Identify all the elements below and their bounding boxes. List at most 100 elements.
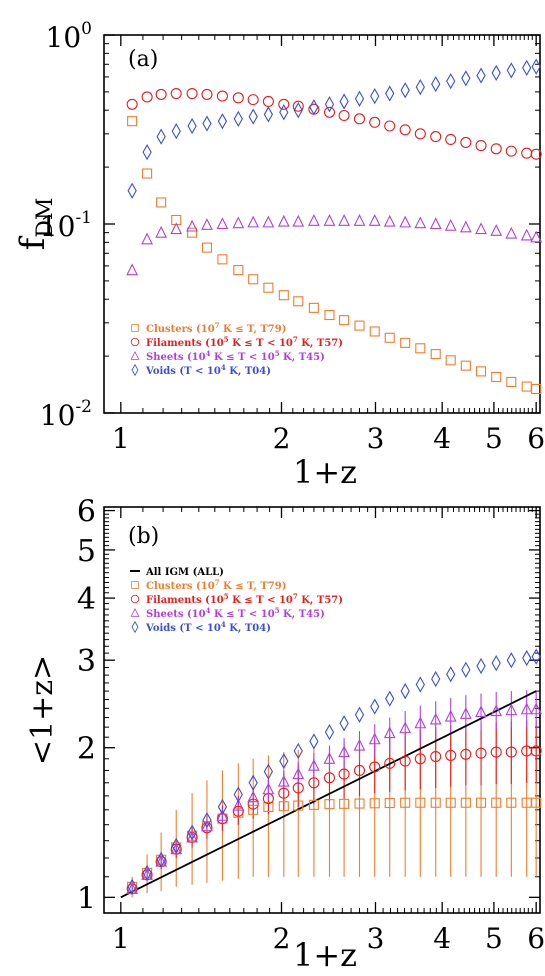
clusters-point bbox=[521, 381, 532, 392]
voids-point bbox=[506, 652, 516, 669]
clusters-point bbox=[384, 332, 395, 343]
filaments-point bbox=[399, 124, 411, 136]
voids-point bbox=[385, 690, 395, 707]
y-tick-label: 100 bbox=[46, 19, 92, 54]
filaments-point bbox=[247, 94, 259, 106]
sheets-point bbox=[530, 702, 543, 715]
clusters-point bbox=[400, 797, 411, 808]
sheets-point bbox=[459, 220, 472, 233]
sheets-point bbox=[323, 214, 336, 226]
filaments-point bbox=[338, 768, 350, 780]
clusters-point bbox=[293, 296, 304, 307]
voids-point bbox=[339, 93, 349, 110]
clusters-point bbox=[475, 366, 487, 377]
sheets-point bbox=[247, 215, 260, 228]
sheets-point bbox=[186, 219, 198, 232]
filaments-point bbox=[201, 822, 213, 834]
voids-point bbox=[187, 824, 197, 841]
filaments-point bbox=[186, 88, 198, 100]
sheets-point bbox=[490, 704, 503, 717]
legend-sheets-marker bbox=[130, 607, 140, 617]
sheets-point bbox=[232, 798, 245, 811]
filaments-point bbox=[369, 761, 381, 773]
sheets-point bbox=[353, 214, 366, 226]
filaments-point bbox=[445, 749, 457, 761]
clusters-point bbox=[475, 797, 487, 808]
clusters-point bbox=[384, 797, 395, 809]
clusters-point bbox=[400, 337, 411, 348]
voids-point bbox=[324, 96, 335, 113]
filaments-point bbox=[141, 91, 153, 103]
y-tick-label: 5 bbox=[77, 534, 96, 569]
filaments-point bbox=[414, 753, 426, 765]
clusters-point bbox=[263, 801, 274, 813]
clusters-point bbox=[324, 309, 335, 321]
x-tick-label: 6 bbox=[527, 422, 545, 455]
voids-point bbox=[309, 99, 319, 116]
clusters-point bbox=[491, 797, 502, 808]
clusters-point bbox=[201, 242, 213, 253]
voids-point bbox=[293, 742, 303, 760]
filaments-point bbox=[262, 95, 274, 108]
sheets-point bbox=[399, 721, 412, 734]
filaments-point bbox=[384, 757, 396, 769]
voids-point bbox=[279, 104, 289, 121]
clusters-point bbox=[263, 282, 274, 293]
sheets-point bbox=[308, 214, 320, 226]
sheets-point bbox=[429, 217, 442, 230]
voids-point bbox=[491, 654, 501, 672]
panel-b-x-axis-label: 1+z bbox=[293, 936, 357, 974]
legend-filaments-label: Filaments (105 K ≤ T < 107 K, T57) bbox=[146, 592, 343, 607]
clusters-point bbox=[430, 349, 441, 360]
filaments-point bbox=[505, 746, 517, 758]
voids-point bbox=[400, 82, 410, 99]
filaments-point bbox=[521, 147, 533, 159]
clusters-point bbox=[324, 799, 335, 810]
voids-point bbox=[233, 110, 243, 127]
sheets-point bbox=[429, 712, 442, 725]
voids-point bbox=[461, 70, 471, 87]
voids-point bbox=[461, 661, 471, 678]
x-tick-label: 2 bbox=[273, 922, 291, 955]
voids-point bbox=[415, 676, 425, 693]
voids-point bbox=[370, 87, 380, 105]
filaments-point bbox=[414, 128, 426, 140]
sheets-point bbox=[262, 215, 275, 228]
clusters-point bbox=[233, 265, 244, 276]
filaments-point bbox=[430, 750, 442, 763]
voids-point bbox=[506, 62, 516, 79]
legend-voids-marker bbox=[131, 620, 139, 634]
sheets-point bbox=[414, 216, 427, 229]
clusters-point bbox=[187, 227, 198, 238]
sheets-point bbox=[530, 230, 543, 243]
y-tick-label: 10-1 bbox=[40, 208, 92, 243]
filaments-point bbox=[530, 745, 542, 757]
filaments-point bbox=[530, 148, 542, 160]
voids-point bbox=[522, 59, 532, 76]
legend-sheets-label: Sheets (104 K ≤ T < 105 K, T45) bbox=[146, 349, 325, 364]
filaments-point bbox=[278, 787, 290, 799]
clusters-point bbox=[445, 355, 456, 366]
panel-a: (a) 1 2 3 4 5 6 10-2 10-1 100 Clusters (107 K ≤ … bbox=[13, 19, 545, 491]
sheets-point bbox=[216, 217, 229, 230]
filaments-point bbox=[460, 136, 472, 149]
sheets-point bbox=[368, 732, 381, 745]
legend-all-igm-label: All IGM (ALL) bbox=[145, 567, 224, 578]
voids-point bbox=[279, 752, 289, 770]
sheets-point bbox=[292, 214, 305, 227]
clusters-point bbox=[415, 343, 426, 354]
sheets-point bbox=[353, 738, 366, 751]
legend-filaments-marker bbox=[130, 337, 140, 347]
sheets-point bbox=[383, 726, 396, 739]
panel-a-label: (a) bbox=[128, 47, 158, 72]
voids-point bbox=[233, 786, 243, 803]
clusters-point bbox=[506, 376, 517, 387]
filaments-point bbox=[247, 798, 259, 810]
voids-point bbox=[446, 73, 456, 90]
voids-point bbox=[202, 115, 212, 132]
x-tick-label: 4 bbox=[433, 422, 451, 455]
voids-point bbox=[127, 878, 137, 895]
sheets-point bbox=[475, 705, 487, 718]
clusters-point bbox=[339, 798, 350, 809]
